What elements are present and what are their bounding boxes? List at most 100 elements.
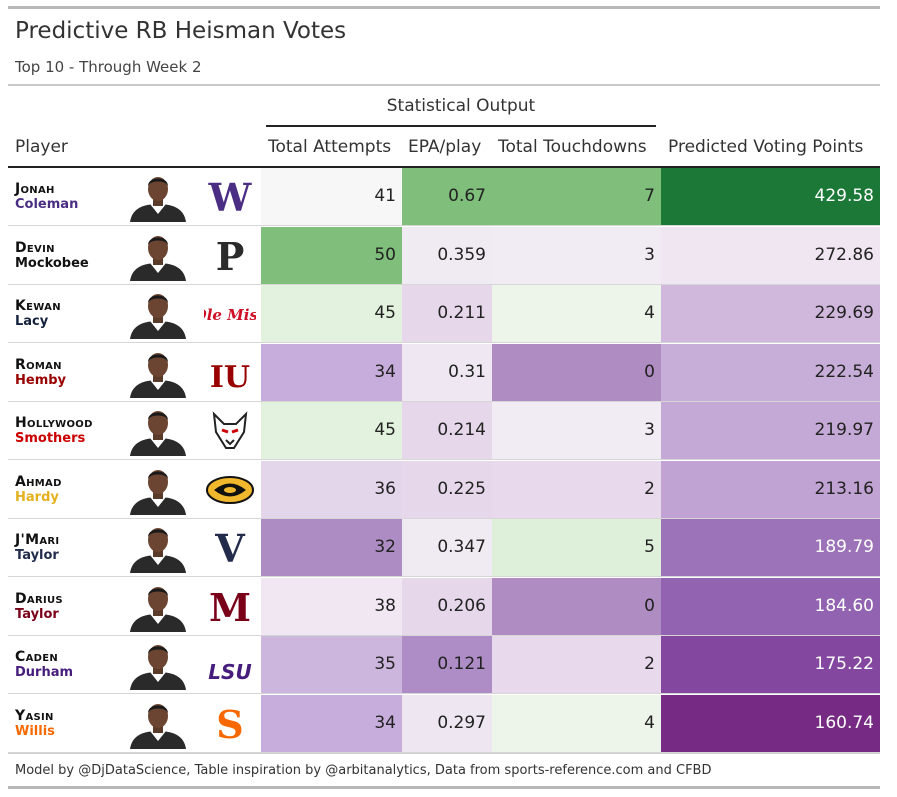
cell-touchdowns: 5 [492,519,661,576]
table-row: Caden Durham LSU 35 0.121 2 175.22 [8,636,880,694]
nc-state-wolf-logo [204,410,256,452]
cell-points: 429.58 [661,168,880,225]
table-row: Hollywood Smothers 45 0.214 3 219.97 [8,402,880,460]
svg-text:P: P [216,235,245,277]
cell-epa: 0.225 [402,460,492,518]
player-first-name: Yasin [15,707,54,724]
cell-touchdowns: 4 [492,285,661,342]
cell-points: 213.16 [661,460,880,518]
cell-touchdowns: 0 [492,577,661,635]
player-headshot [126,350,190,398]
player-first-name: Jonah [15,181,55,197]
player-first-name: Ahmad [15,473,62,490]
svg-text:V: V [214,527,246,569]
cell-attempts: 38 [261,577,402,635]
player-headshot [126,525,190,573]
minnesota-m-logo: M [204,585,256,630]
cell-epa: 0.347 [402,519,492,576]
player-headshot [126,408,190,456]
cell-attempts: 36 [261,460,402,518]
table-row: Ahmad Hardy 36 0.225 2 213.16 [8,460,880,519]
cell-attempts: 35 [261,636,402,693]
cell-attempts: 45 [261,402,402,459]
cell-touchdowns: 2 [492,460,661,518]
svg-text:IU: IU [210,360,250,394]
column-header-rule [8,166,880,168]
svg-text:W: W [208,176,253,218]
svg-text:M: M [209,586,251,628]
player-name: Yasin Willis [15,707,55,739]
player-last-name: Taylor [15,548,59,563]
player-first-name: Devin [15,239,55,256]
cell-points: 222.54 [661,343,880,401]
player-name: Hollywood Smothers [15,415,93,447]
player-last-name: Taylor [15,606,59,622]
table-row: Yasin Willis S 34 0.297 4 160.74 [8,694,880,753]
header-divider [8,84,880,86]
column-header-touchdowns: Total Touchdowns [498,137,647,157]
ole-miss-logo: Ole Miss [194,293,267,335]
player-last-name: Hemby [15,372,67,388]
player-headshot [126,467,190,515]
cell-points: 184.60 [661,577,880,635]
syracuse-s-logo: S [204,702,256,747]
cell-epa: 0.359 [402,226,492,284]
player-name: Ahmad Hardy [15,473,62,505]
cell-points: 219.97 [661,402,880,459]
player-name: Kewan Lacy [15,298,61,330]
top-rule [8,6,880,9]
cell-points: 272.86 [661,226,880,284]
cell-attempts: 32 [261,519,402,576]
cell-touchdowns: 7 [492,168,661,225]
player-first-name: Caden [15,649,59,665]
table-row: Jonah Coleman W 41 0.67 7 429.58 [8,168,880,226]
player-first-name: Darius [15,590,63,607]
player-first-name: Kewan [15,298,61,314]
column-header-attempts: Total Attempts [268,137,392,157]
player-last-name: Mockobee [15,255,89,271]
cell-touchdowns: 3 [492,226,661,284]
table-title: Predictive RB Heisman Votes [15,18,347,44]
cell-points: 160.74 [661,694,880,752]
cell-points: 189.79 [661,519,880,576]
purdue-p-logo: P [204,234,256,279]
player-name: Caden Durham [15,649,74,681]
player-headshot [126,642,190,690]
player-first-name: J'Mari [15,532,60,548]
spanner-rule [266,125,656,127]
player-name: Darius Taylor [15,590,63,622]
cell-epa: 0.67 [402,168,492,225]
player-headshot [126,701,190,749]
player-name: Devin Mockobee [15,239,89,271]
table-row: J'Mari Taylor V 32 0.347 5 189.79 [8,519,880,577]
footer-credits: Model by @DjDataScience, Table inspirati… [15,763,712,778]
table-row: Darius Taylor M 38 0.206 0 184.60 [8,577,880,636]
cell-points: 229.69 [661,285,880,342]
player-last-name: Hardy [15,489,59,505]
player-headshot [126,174,190,222]
table-row: Roman Hemby IU 34 0.31 0 222.54 [8,343,880,402]
player-headshot [126,233,190,281]
cell-touchdowns: 3 [492,402,661,459]
missouri-tiger-logo [204,469,256,511]
table-row: Devin Mockobee P 50 0.359 3 272.86 [8,226,880,285]
player-last-name: Coleman [15,197,79,212]
indiana-iu-logo: IU [204,352,256,395]
table-subtitle: Top 10 - Through Week 2 [15,58,202,76]
column-header-points: Predicted Voting Points [668,137,864,157]
column-header-epa: EPA/play [408,137,482,157]
svg-text:Ole Miss: Ole Miss [204,306,256,324]
player-last-name: Willis [15,723,55,739]
player-name: Roman Hemby [15,357,67,388]
player-first-name: Hollywood [15,415,93,431]
bottom-rule [8,786,880,789]
svg-text:S: S [216,703,243,745]
cell-touchdowns: 0 [492,343,661,401]
cell-epa: 0.214 [402,402,492,459]
player-last-name: Durham [15,665,74,680]
cell-epa: 0.211 [402,285,492,342]
player-name: J'Mari Taylor [15,532,60,564]
player-last-name: Lacy [15,314,49,329]
